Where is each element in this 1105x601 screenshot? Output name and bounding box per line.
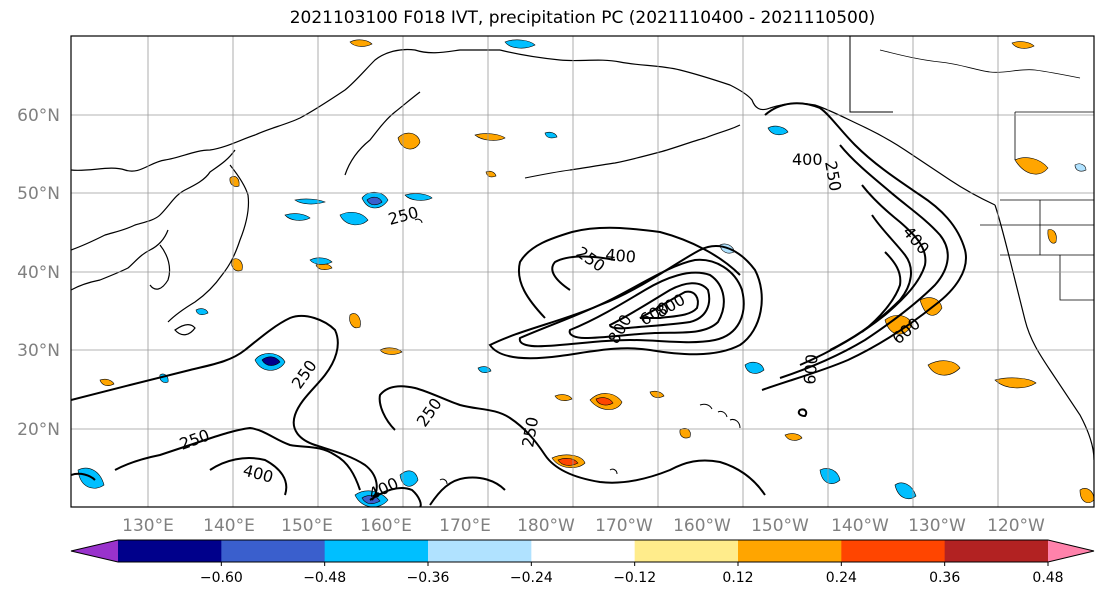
colorbar-segment bbox=[118, 540, 222, 562]
colorbar-tick-label: 0.48 bbox=[1032, 570, 1063, 586]
colorbar-segment bbox=[221, 540, 326, 562]
colorbar-tick-label: −0.12 bbox=[613, 570, 656, 586]
precip-negative-shading bbox=[77, 39, 1087, 507]
ivt-contours bbox=[71, 102, 967, 507]
lon-label: 160°W bbox=[673, 516, 731, 536]
colorbar-tick-label: 0.12 bbox=[722, 570, 753, 586]
lat-label: 20°N bbox=[17, 420, 60, 440]
lon-label: 170°W bbox=[595, 516, 653, 536]
lat-label: 40°N bbox=[17, 263, 60, 283]
lon-label: 150°E bbox=[281, 516, 333, 536]
lon-label: 180°W bbox=[517, 516, 575, 536]
colorbar-tick-label: −0.60 bbox=[200, 570, 243, 586]
lat-label: 50°N bbox=[17, 184, 60, 204]
contour-label: 600 bbox=[800, 353, 822, 385]
colorbar-ticks: −0.60 −0.48 −0.36 −0.24 −0.12 0.12 0.24 0.36 0.4… bbox=[200, 562, 1064, 586]
colorbar-extend-low bbox=[71, 540, 118, 562]
lon-label: 120°W bbox=[987, 516, 1045, 536]
lon-label: 160°E bbox=[360, 516, 412, 536]
lat-label: 30°N bbox=[17, 341, 60, 361]
lon-label: 130°E bbox=[122, 516, 174, 536]
colorbar-outline bbox=[70, 539, 1095, 563]
colorbar-segment bbox=[738, 540, 842, 562]
map-frame bbox=[70, 35, 1095, 508]
lon-label: 140°E bbox=[203, 516, 255, 536]
colorbar-segment bbox=[841, 540, 946, 562]
contour-label: 400 bbox=[605, 245, 637, 267]
contour-label: 400 bbox=[792, 150, 823, 169]
colorbar-tick-label: 0.24 bbox=[826, 570, 857, 586]
graticule bbox=[71, 36, 1094, 507]
colorbar-tick-label: −0.24 bbox=[510, 570, 553, 586]
colorbar-tick-label: −0.48 bbox=[303, 570, 346, 586]
colorbar-segment bbox=[324, 540, 429, 562]
colorbar-tick-label: 0.36 bbox=[929, 570, 960, 586]
colorbar-segment bbox=[634, 540, 739, 562]
colorbar-segment bbox=[944, 540, 1049, 562]
lon-label: 170°E bbox=[439, 516, 491, 536]
colorbar-segment bbox=[428, 540, 532, 562]
colorbar-extend-high bbox=[1048, 540, 1094, 562]
lon-label: 140°W bbox=[831, 516, 889, 536]
lon-label: 150°W bbox=[751, 516, 809, 536]
map-title: 2021103100 F018 IVT, precipitation PC (2… bbox=[289, 8, 876, 28]
longitude-labels: 130°E 140°E 150°E 160°E 170°E 180°W 170°… bbox=[122, 516, 1045, 536]
latitude-labels: 60°N 50°N 40°N 30°N 20°N bbox=[17, 106, 60, 440]
lat-label: 60°N bbox=[17, 106, 60, 126]
colorbar bbox=[70, 539, 1095, 563]
colorbar-tick-label: −0.36 bbox=[407, 570, 450, 586]
lon-label: 130°W bbox=[908, 516, 966, 536]
coastlines bbox=[71, 36, 1094, 485]
precip-positive-shading bbox=[99, 39, 1094, 503]
colorbar-segment bbox=[531, 540, 636, 562]
